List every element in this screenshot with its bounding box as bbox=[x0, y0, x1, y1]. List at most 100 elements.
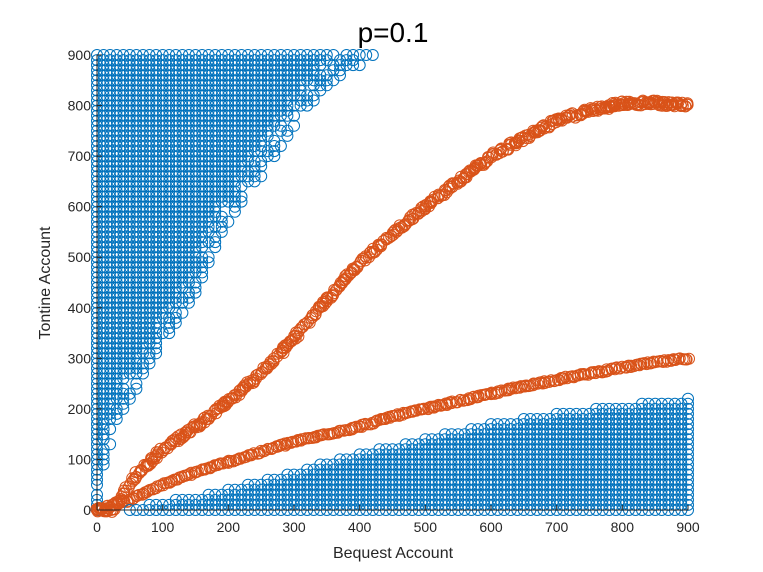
data-point bbox=[682, 433, 694, 446]
data-point bbox=[130, 382, 143, 395]
x-tick-label: 200 bbox=[217, 519, 241, 535]
y-tick-label: 300 bbox=[68, 350, 92, 366]
data-point bbox=[289, 332, 302, 345]
data-point bbox=[123, 392, 136, 405]
data-point bbox=[143, 357, 156, 370]
data-point bbox=[197, 412, 210, 425]
data-point bbox=[104, 423, 117, 436]
x-tick-label: 700 bbox=[545, 519, 569, 535]
data-point bbox=[268, 150, 281, 163]
data-point bbox=[347, 59, 360, 72]
data-point bbox=[228, 180, 241, 193]
y-tick-label: 900 bbox=[68, 47, 92, 63]
data-point bbox=[228, 205, 241, 218]
data-point bbox=[137, 367, 149, 380]
data-point bbox=[682, 463, 694, 476]
data-point bbox=[473, 158, 486, 171]
data-point bbox=[464, 393, 477, 406]
data-point bbox=[679, 100, 692, 113]
series-blue-upper-region bbox=[91, 49, 379, 516]
data-point bbox=[189, 281, 202, 294]
data-point bbox=[682, 478, 694, 491]
axes: 0 100 200 300 400 500 600 700 800 900 0 100 200 300 40… bbox=[68, 47, 700, 535]
data-point bbox=[196, 236, 209, 249]
x-tick-label: 900 bbox=[676, 519, 700, 535]
data-point bbox=[321, 291, 334, 304]
data-point bbox=[393, 219, 406, 232]
data-point bbox=[272, 440, 285, 453]
y-tick-label: 400 bbox=[68, 300, 92, 316]
data-point bbox=[202, 220, 215, 233]
data-point bbox=[682, 438, 694, 451]
data-point bbox=[97, 448, 110, 461]
data-point bbox=[682, 443, 694, 456]
data-point bbox=[255, 170, 268, 183]
data-point bbox=[543, 375, 556, 388]
data-point bbox=[331, 426, 344, 439]
x-tick-label: 400 bbox=[348, 519, 372, 535]
data-point bbox=[209, 241, 222, 254]
data-point bbox=[682, 413, 694, 425]
data-point bbox=[334, 424, 347, 437]
data-point bbox=[209, 236, 222, 249]
y-tick-label: 600 bbox=[68, 199, 92, 215]
x-tick-label: 300 bbox=[282, 519, 306, 535]
data-point bbox=[682, 397, 694, 410]
data-point bbox=[130, 377, 143, 390]
x-axis-label: Bequest Account bbox=[333, 545, 454, 562]
data-point bbox=[320, 49, 333, 61]
data-point bbox=[682, 392, 694, 405]
data-point bbox=[334, 69, 346, 82]
data-point bbox=[288, 109, 300, 122]
data-point bbox=[306, 311, 319, 324]
y-tick-label: 100 bbox=[68, 451, 92, 467]
data-point bbox=[261, 362, 273, 375]
data-point bbox=[235, 190, 248, 203]
data-point bbox=[196, 271, 209, 284]
x-tick-label: 600 bbox=[479, 519, 503, 535]
data-point bbox=[163, 327, 176, 340]
data-point bbox=[248, 375, 261, 388]
y-tick-label: 0 bbox=[83, 502, 91, 518]
y-tick-label: 800 bbox=[68, 98, 92, 114]
data-point bbox=[360, 49, 373, 61]
data-point bbox=[281, 129, 294, 142]
data-point bbox=[668, 353, 681, 366]
data-point bbox=[682, 418, 694, 431]
data-point bbox=[169, 316, 182, 329]
data-point bbox=[245, 449, 258, 462]
data-point bbox=[353, 59, 366, 72]
data-point bbox=[281, 99, 294, 112]
data-point bbox=[682, 428, 694, 441]
data-point bbox=[682, 448, 694, 461]
data-point bbox=[150, 337, 163, 350]
data-point bbox=[189, 286, 202, 299]
x-tick-label: 500 bbox=[414, 519, 438, 535]
data-point bbox=[141, 485, 154, 498]
data-point bbox=[265, 358, 278, 370]
data-point bbox=[110, 413, 123, 425]
data-point bbox=[172, 430, 185, 443]
data-point bbox=[682, 488, 694, 501]
data-point bbox=[682, 468, 694, 481]
data-point bbox=[302, 315, 314, 328]
data-point bbox=[682, 423, 694, 436]
y-tick-label: 200 bbox=[68, 401, 92, 417]
x-tick-label: 800 bbox=[611, 519, 635, 535]
data-point bbox=[182, 296, 195, 309]
data-point bbox=[353, 49, 366, 61]
data-point bbox=[682, 473, 694, 486]
data-point bbox=[215, 225, 228, 238]
data-point bbox=[181, 469, 194, 482]
data-point bbox=[255, 160, 268, 173]
data-point bbox=[682, 453, 694, 466]
data-point bbox=[366, 247, 379, 260]
data-point bbox=[682, 407, 694, 420]
data-point bbox=[660, 355, 673, 368]
data-point bbox=[191, 419, 204, 431]
x-tick-label: 100 bbox=[151, 519, 175, 535]
data-point bbox=[240, 450, 253, 463]
data-point bbox=[682, 458, 694, 471]
data-point bbox=[666, 96, 678, 109]
